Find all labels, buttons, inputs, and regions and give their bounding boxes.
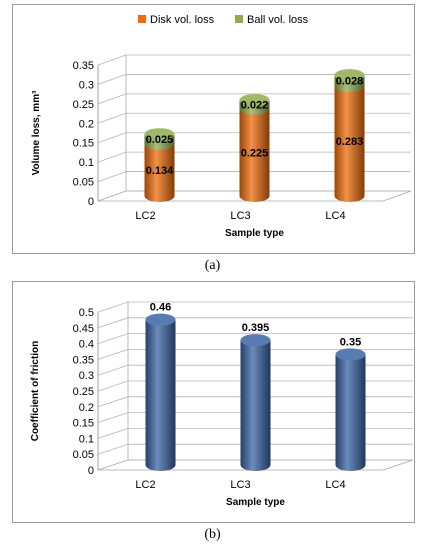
volume-loss-chart: 0 0.05 0.1 0.15 0.2 0.25 0.3 0.35 0.134 0.025 LC2 0… xyxy=(31,14,412,239)
y-tick-label: 0.25 xyxy=(73,99,94,111)
y-tick-label: 0.15 xyxy=(73,418,94,430)
chart-panel-a: 0 0.05 0.1 0.15 0.2 0.25 0.3 0.35 0.134 0.025 LC2 0… xyxy=(12,4,415,254)
wall-gridline xyxy=(97,412,129,423)
y-tick-label: 0.3 xyxy=(79,79,94,91)
legend-label: Disk vol. loss xyxy=(150,14,215,26)
bar-lc3-value xyxy=(240,340,271,471)
y-tick-label: 0.2 xyxy=(79,402,94,414)
x-tick-label: LC3 xyxy=(230,479,250,491)
y-axis-title: Volume loss, mm³ xyxy=(31,90,42,176)
wall-gridline xyxy=(97,112,127,124)
y-tick-label: 0.5 xyxy=(79,307,94,319)
wall-gridline xyxy=(97,396,129,408)
data-label: 0.022 xyxy=(241,99,269,111)
caption-a: (a) xyxy=(204,258,221,273)
y-tick-label: 0.1 xyxy=(79,157,94,169)
data-label: 0.395 xyxy=(242,322,270,334)
wall-gridline xyxy=(97,364,129,376)
y-axis-title: Coefficient of friction xyxy=(30,341,41,442)
wall-gridline xyxy=(97,459,129,471)
bar-lc2-disk xyxy=(144,143,175,203)
y-tick-label: 0.2 xyxy=(79,118,94,130)
bar-lc4-disk xyxy=(334,86,365,203)
x-axis-title: Sample type xyxy=(225,228,284,239)
chart-panel-b: 0 0.05 0.1 0.15 0.2 0.25 0.3 0.35 0.4 0.45 0.5 0.46… xyxy=(12,281,415,523)
data-label: 0.46 xyxy=(150,302,171,314)
bar-top-lc2 xyxy=(144,128,175,141)
wall-gridline xyxy=(97,333,129,344)
wall-gridline xyxy=(97,151,127,163)
y-tick-label: 0.05 xyxy=(73,449,94,461)
wall-gridline xyxy=(97,132,127,144)
wall-gridline xyxy=(97,74,127,85)
data-label: 0.283 xyxy=(336,136,364,148)
wall-gridline xyxy=(97,190,127,202)
legend-label: Ball vol. loss xyxy=(247,14,309,26)
y-tick-label: 0.35 xyxy=(73,60,94,72)
wall-gridline xyxy=(97,301,129,313)
wall-gridline xyxy=(97,380,129,392)
x-tick-label: LC4 xyxy=(325,210,345,222)
wall-gridline xyxy=(97,171,127,182)
y-tick-label: 0.45 xyxy=(73,323,94,335)
data-label: 0.028 xyxy=(336,76,364,88)
y-tick-label: 0.25 xyxy=(73,386,94,398)
bar-top-lc2 xyxy=(145,313,176,326)
x-tick-label: LC4 xyxy=(325,479,345,491)
legend-swatch xyxy=(138,15,146,23)
data-label: 0.025 xyxy=(146,134,174,146)
bar-lc3-disk xyxy=(239,108,270,203)
wall-gridline xyxy=(97,54,127,66)
y-tick-label: 0 xyxy=(88,196,94,208)
data-label: 0.225 xyxy=(241,147,269,159)
friction-chart: 0 0.05 0.1 0.15 0.2 0.25 0.3 0.35 0.4 0.45 0.5 0.46… xyxy=(30,301,414,508)
wall-gridline xyxy=(97,443,129,455)
wall-gridline xyxy=(97,349,129,360)
wall-gridline xyxy=(97,93,127,105)
bar-top-lc4 xyxy=(335,348,366,361)
y-tick-label: 0.15 xyxy=(73,138,94,150)
y-tick-label: 0.4 xyxy=(79,339,94,351)
bar-lc4-value xyxy=(335,354,366,471)
bar-lc2-value xyxy=(145,319,176,471)
bar-top-lc3 xyxy=(240,334,271,347)
caption-b: (b) xyxy=(204,527,221,542)
y-tick-label: 0.05 xyxy=(73,177,94,189)
y-tick-label: 0.35 xyxy=(73,354,94,366)
x-tick-label: LC2 xyxy=(135,210,155,222)
data-label: 0.35 xyxy=(340,336,361,348)
x-tick-label: LC2 xyxy=(135,479,155,491)
wall-gridline xyxy=(97,428,129,439)
y-tick-label: 0.3 xyxy=(79,370,94,382)
x-axis-title: Sample type xyxy=(226,497,285,508)
y-tick-label: 0 xyxy=(88,465,94,477)
y-tick-label: 0.1 xyxy=(79,433,94,445)
bar-top-lc4 xyxy=(334,69,365,82)
data-label: 0.134 xyxy=(146,165,174,177)
bar-top-lc3 xyxy=(239,94,270,107)
legend-swatch xyxy=(235,15,243,23)
x-tick-label: LC3 xyxy=(230,210,250,222)
wall-gridline xyxy=(97,317,129,329)
